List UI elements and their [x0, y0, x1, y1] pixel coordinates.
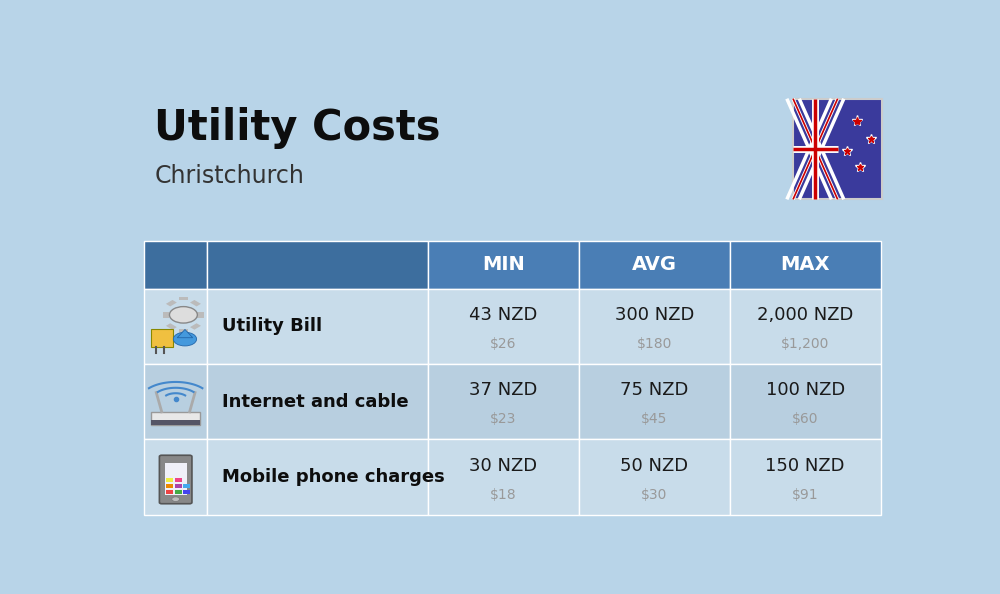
Bar: [144, 241, 207, 289]
Text: 2,000 NZD: 2,000 NZD: [757, 306, 853, 324]
Bar: [207, 364, 428, 440]
Bar: [190, 323, 201, 330]
Bar: [579, 364, 730, 440]
Bar: [175, 489, 182, 494]
Text: AVG: AVG: [632, 255, 677, 274]
Bar: [165, 463, 187, 495]
Polygon shape: [177, 330, 193, 338]
Bar: [166, 489, 173, 494]
Text: $180: $180: [637, 337, 672, 350]
Bar: [190, 300, 201, 307]
Text: $45: $45: [641, 412, 667, 426]
Circle shape: [172, 497, 180, 501]
Bar: [179, 330, 188, 333]
Bar: [166, 300, 177, 307]
Bar: [183, 489, 190, 494]
Bar: [183, 484, 190, 488]
Bar: [151, 330, 173, 347]
Bar: [166, 323, 177, 330]
Bar: [579, 440, 730, 515]
Bar: [730, 364, 881, 440]
Text: Internet and cable: Internet and cable: [222, 393, 409, 410]
Text: 75 NZD: 75 NZD: [620, 381, 688, 399]
Text: MIN: MIN: [482, 255, 525, 274]
Text: 100 NZD: 100 NZD: [766, 381, 845, 399]
Text: 300 NZD: 300 NZD: [615, 306, 694, 324]
Text: $18: $18: [490, 488, 517, 501]
Bar: [166, 478, 173, 482]
Text: Mobile phone charges: Mobile phone charges: [222, 468, 445, 486]
Bar: [175, 484, 182, 488]
Bar: [207, 440, 428, 515]
Bar: [151, 412, 200, 425]
Bar: [151, 421, 200, 425]
Bar: [428, 289, 579, 364]
Circle shape: [169, 307, 197, 323]
Text: 50 NZD: 50 NZD: [620, 457, 688, 475]
Text: Utility Bill: Utility Bill: [222, 317, 323, 335]
Bar: [144, 364, 207, 440]
Bar: [179, 296, 188, 300]
Bar: [793, 99, 882, 200]
Text: $30: $30: [641, 488, 667, 501]
Text: $91: $91: [792, 488, 818, 501]
Bar: [428, 440, 579, 515]
Bar: [144, 289, 207, 364]
Text: 150 NZD: 150 NZD: [765, 457, 845, 475]
Text: MAX: MAX: [780, 255, 830, 274]
FancyBboxPatch shape: [159, 455, 192, 504]
Text: $1,200: $1,200: [781, 337, 829, 350]
Bar: [428, 364, 579, 440]
Text: 30 NZD: 30 NZD: [469, 457, 537, 475]
Bar: [207, 289, 428, 364]
Bar: [579, 241, 730, 289]
Text: $23: $23: [490, 412, 516, 426]
Bar: [207, 241, 428, 289]
Circle shape: [173, 332, 197, 346]
Bar: [197, 312, 204, 318]
Bar: [166, 484, 173, 488]
Text: Utility Costs: Utility Costs: [154, 108, 441, 150]
Bar: [730, 289, 881, 364]
Text: $26: $26: [490, 337, 517, 350]
Bar: [730, 241, 881, 289]
Bar: [428, 241, 579, 289]
Bar: [175, 478, 182, 482]
Bar: [730, 440, 881, 515]
Bar: [163, 312, 169, 318]
Text: Christchurch: Christchurch: [154, 165, 304, 188]
Bar: [144, 440, 207, 515]
Text: $60: $60: [792, 412, 818, 426]
Text: 37 NZD: 37 NZD: [469, 381, 537, 399]
Text: 43 NZD: 43 NZD: [469, 306, 537, 324]
Bar: [579, 289, 730, 364]
